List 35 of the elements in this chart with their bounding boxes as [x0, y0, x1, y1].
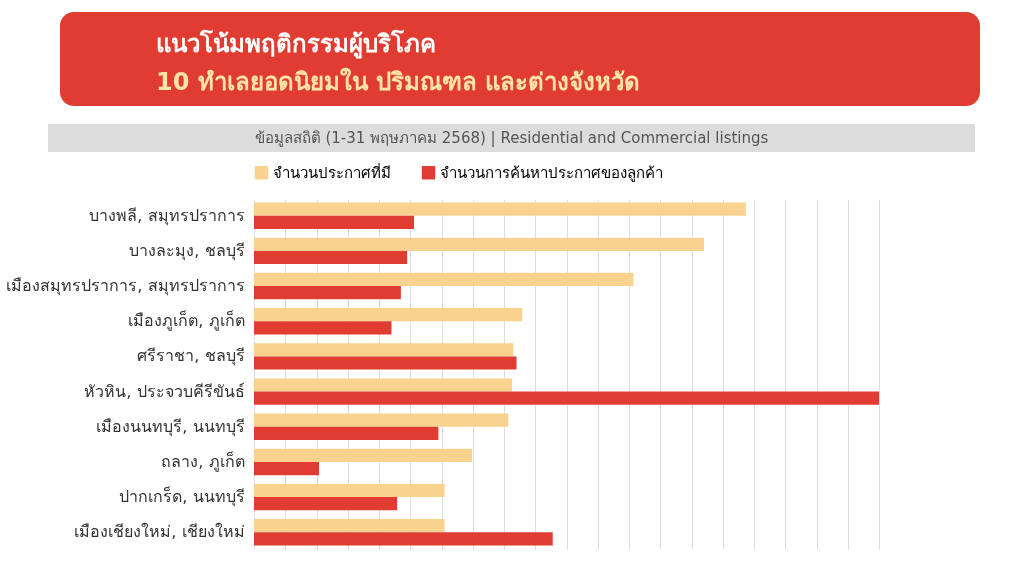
- y-tick-label: ปากเกร็ด, นนทบุรี: [119, 486, 245, 508]
- bar: [254, 215, 414, 229]
- y-tick-label: บางละมุง, ชลบุรี: [129, 240, 245, 261]
- legend-label: จำนวนการค้นหาประกาศของลูกค้า: [440, 163, 663, 182]
- bar: [254, 448, 473, 462]
- bar: [254, 378, 513, 392]
- y-tick-label: เมืองสมุทรปราการ, สมุทรปราการ: [6, 276, 245, 297]
- y-tick-label: หัวหิน, ประจวบคีรีขันธ์: [84, 381, 245, 401]
- bar: [254, 483, 445, 498]
- y-tick-label: เมืองนนทบุรี, นนทบุรี: [96, 416, 245, 437]
- bar: [254, 237, 704, 251]
- bar: [254, 461, 319, 476]
- text: ข้อมูลสถิติ (1-31 พฤษภาคม 2568) | Residential and Commercial listings: [48, 124, 975, 152]
- bar: [254, 413, 509, 427]
- bar: [254, 532, 553, 546]
- bar: [254, 250, 408, 265]
- bar: [254, 391, 879, 405]
- y-tick-label: บางพลี, สมุทรปราการ: [89, 205, 245, 226]
- y-tick-label: เมืองภูเก็ต, ภูเก็ต: [128, 310, 245, 332]
- bar: [254, 497, 398, 511]
- bar: [254, 343, 514, 357]
- bar: [254, 356, 517, 370]
- bar: [254, 272, 634, 287]
- y-tick-label: ถลาง, ภูเก็ต: [161, 450, 245, 472]
- bar: [254, 321, 392, 335]
- y-tick-label: ศรีราชา, ชลบุรี: [137, 346, 245, 367]
- chart-title: แนวโน้มพฤติกรรมผู้บริโภค: [156, 28, 436, 61]
- bar: [254, 202, 746, 216]
- chart-subtitle: 10 ทำเลยอดนิยมใน ปริมณฑล และต่างจังหวัด: [156, 66, 641, 98]
- bar: [254, 519, 445, 533]
- bar: [254, 426, 439, 440]
- bar: [254, 308, 523, 322]
- legend-label: จำนวนประกาศที่มี: [273, 161, 391, 182]
- bar: [254, 286, 401, 300]
- y-tick-label: เมืองเชียงใหม่, เชียงใหม่: [74, 522, 245, 542]
